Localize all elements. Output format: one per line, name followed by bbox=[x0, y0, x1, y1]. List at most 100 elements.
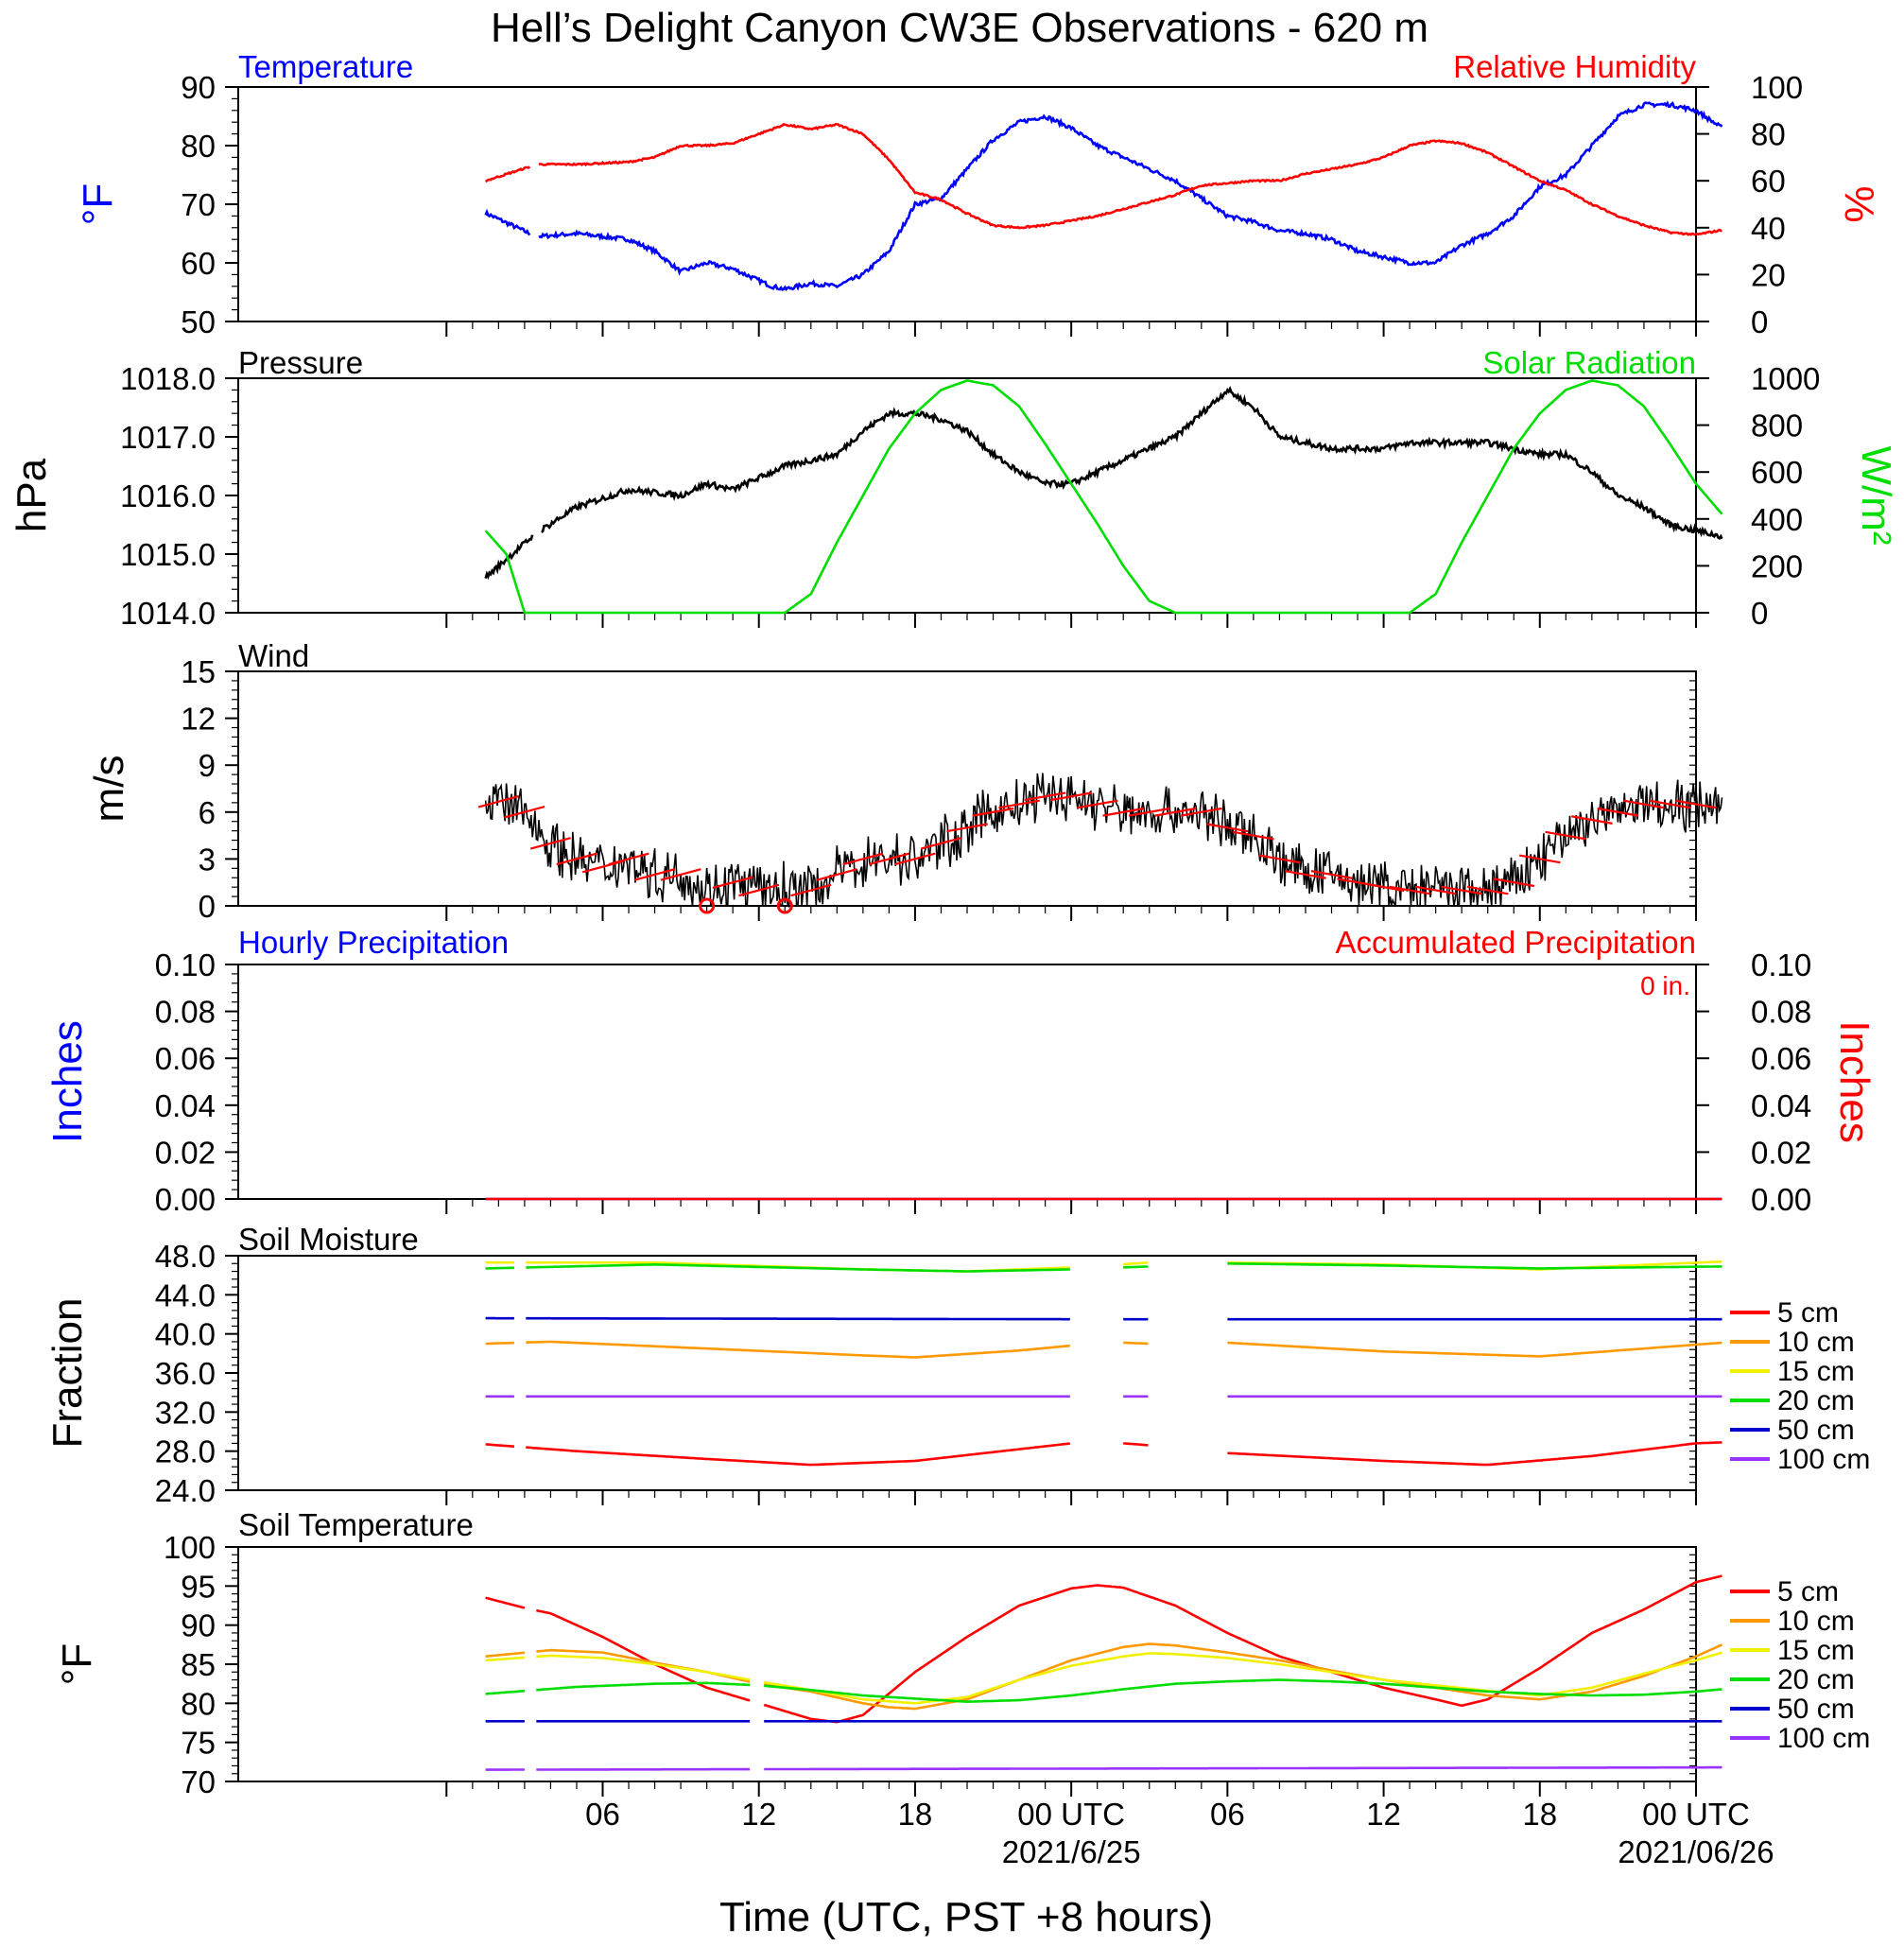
wind-title: Wind bbox=[238, 638, 309, 673]
y-tick-label: 40.0 bbox=[155, 1317, 216, 1352]
x-tick-label: 06 bbox=[585, 1797, 620, 1832]
wind-barb bbox=[608, 852, 649, 866]
y-tick-label: 80 bbox=[181, 129, 216, 164]
y-tick-label: 0.06 bbox=[155, 1041, 216, 1076]
series-line bbox=[484, 100, 1723, 292]
legend-label: 15 cm bbox=[1777, 1356, 1855, 1387]
hourly-precip-title: Hourly Precipitation bbox=[238, 925, 509, 960]
wind-barb bbox=[1285, 870, 1326, 879]
series-group bbox=[485, 1260, 1722, 1467]
wind-barb bbox=[946, 823, 988, 833]
y2-tick-label: 1000 bbox=[1751, 361, 1820, 396]
figure-title: Hell’s Delight Canyon CW3E Observations … bbox=[491, 5, 1428, 51]
wind-barb bbox=[920, 837, 961, 850]
y-tick-label: 15 bbox=[181, 654, 216, 689]
x-tick-label: 18 bbox=[1522, 1797, 1557, 1832]
series-group bbox=[484, 100, 1723, 292]
wind-barb bbox=[1518, 854, 1561, 864]
wind-barb bbox=[1024, 791, 1066, 802]
wind-barb bbox=[504, 806, 545, 819]
series-line bbox=[485, 1642, 1723, 1711]
y-tick-label: 85 bbox=[181, 1647, 216, 1682]
legend-label: 100 cm bbox=[1777, 1444, 1870, 1475]
y2-tick-label: 0.10 bbox=[1751, 947, 1811, 982]
y-tick-label: 1014.0 bbox=[120, 596, 216, 631]
x-tick-label: 12 bbox=[1366, 1797, 1401, 1832]
series-line bbox=[484, 385, 1723, 581]
series-line bbox=[485, 1316, 1722, 1321]
plot-frame bbox=[237, 1546, 1697, 1782]
y-axis-ticks: 48.044.0 40.0 36.0 32.0 28.0 24.0 bbox=[155, 1239, 1697, 1508]
y-tick-label: 1016.0 bbox=[120, 478, 216, 513]
wind-barb bbox=[1102, 807, 1145, 817]
pressure-unit: hPa bbox=[9, 458, 55, 532]
wind-barb bbox=[1493, 877, 1535, 888]
wind-barb bbox=[790, 883, 832, 897]
y-tick-label: 6 bbox=[199, 795, 216, 830]
wind-barb bbox=[529, 837, 571, 850]
y2-tick-label: 600 bbox=[1751, 455, 1803, 490]
wind-barb bbox=[1623, 799, 1665, 809]
y2-tick-label: 0.08 bbox=[1751, 995, 1811, 1030]
hourly-precip-unit: Inches bbox=[44, 1020, 91, 1143]
soil-moisture-unit: Fraction bbox=[44, 1298, 91, 1449]
y-tick-label: 60 bbox=[181, 246, 216, 281]
accum-precip-total: 0 in. bbox=[1640, 971, 1690, 1000]
y2-tick-label: 0 bbox=[1751, 596, 1768, 631]
y-tick-label: 0.02 bbox=[155, 1135, 216, 1170]
soil-temperature-title: Soil Temperature bbox=[238, 1507, 474, 1542]
wind-barb bbox=[1389, 885, 1430, 895]
wind-barb bbox=[1571, 815, 1613, 825]
y2-tick-label: 40 bbox=[1751, 211, 1786, 246]
series-line bbox=[485, 1441, 1722, 1467]
wind-barb bbox=[1258, 854, 1301, 864]
y-tick-label: 100 bbox=[164, 1530, 216, 1565]
panel-temp-rh: Temperature Relative Humidity °F % 90 80 7… bbox=[75, 49, 1882, 339]
y-tick-label: 70 bbox=[181, 1764, 216, 1799]
y-tick-label: 1015.0 bbox=[120, 537, 216, 572]
y2-tick-label: 80 bbox=[1751, 117, 1786, 152]
legend-label: 20 cm bbox=[1777, 1664, 1855, 1695]
wind-barb bbox=[1076, 799, 1118, 809]
wind-barb bbox=[1441, 885, 1483, 895]
temperature-title: Temperature bbox=[238, 49, 413, 84]
x-tick-label: 00 UTC bbox=[1642, 1797, 1750, 1832]
series-line bbox=[485, 1340, 1722, 1359]
y2-tick-label: 0.02 bbox=[1751, 1135, 1811, 1170]
accum-precip-unit: Inches bbox=[1831, 1020, 1878, 1143]
wind-barb bbox=[816, 868, 857, 881]
wind-barb bbox=[1414, 885, 1457, 895]
y-tick-label: 90 bbox=[181, 70, 216, 105]
y-tick-label: 24.0 bbox=[155, 1473, 216, 1508]
series-line bbox=[485, 1651, 1722, 1705]
series-line bbox=[485, 1678, 1722, 1704]
x-axis-label: Time (UTC, PST +8 hours) bbox=[719, 1894, 1213, 1940]
panel-precipitation: Hourly Precipitation Accumulated Precipi… bbox=[44, 925, 1878, 1217]
legend-label: 5 cm bbox=[1777, 1576, 1839, 1607]
wind-unit: m/s bbox=[86, 756, 132, 823]
series-line bbox=[485, 1260, 1722, 1273]
wind-barb bbox=[1154, 807, 1197, 817]
plot-frame bbox=[237, 670, 1697, 907]
y-tick-label: 0.08 bbox=[155, 995, 216, 1030]
series-line bbox=[485, 1574, 1722, 1724]
y-axis-ticks: 15 12 9 6 3 0 bbox=[181, 654, 1697, 924]
wind-barb bbox=[842, 852, 884, 866]
calm-wind-marker bbox=[699, 897, 716, 914]
x-tick-label: 18 bbox=[898, 1797, 933, 1832]
y-tick-label: 44.0 bbox=[155, 1277, 216, 1312]
pressure-title: Pressure bbox=[238, 345, 363, 380]
x-tick-label: 00 UTC bbox=[1017, 1797, 1125, 1832]
y-tick-label: 0.04 bbox=[155, 1088, 216, 1123]
y2-tick-label: 0.00 bbox=[1751, 1182, 1811, 1217]
wind-barb bbox=[660, 868, 701, 881]
legend-label: 10 cm bbox=[1777, 1606, 1855, 1637]
x-tick-date: 2021/06/26 bbox=[1618, 1834, 1774, 1869]
legend-label: 20 cm bbox=[1777, 1385, 1855, 1416]
temperature-unit: °F bbox=[75, 183, 121, 225]
wind-barb bbox=[1466, 885, 1509, 895]
y2-tick-label: 100 bbox=[1751, 70, 1803, 105]
